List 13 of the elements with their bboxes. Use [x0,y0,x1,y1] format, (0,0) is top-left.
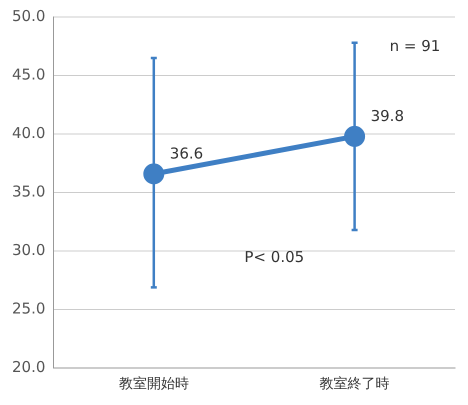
data-label: 36.6 [170,144,204,162]
y-tick-label: 30.0 [12,241,46,260]
y-tick-label: 20.0 [12,358,46,376]
x-tick-label: 教室終了時 [320,376,390,392]
annotation: n = 91 [390,36,440,55]
y-tick-label: 25.0 [12,300,46,318]
y-tick-label: 45.0 [12,65,46,84]
annotation: P< 0.05 [244,248,304,266]
data-label: 39.8 [370,106,404,125]
y-tick-label: 40.0 [12,124,46,142]
y-tick-label: 50.0 [12,6,46,25]
y-tick-label: 35.0 [12,182,46,200]
x-tick-label: 教室開始時 [118,376,189,392]
